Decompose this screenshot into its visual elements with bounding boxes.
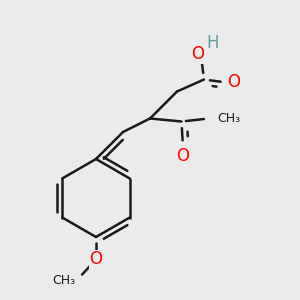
Text: CH₃: CH₃ bbox=[218, 112, 241, 125]
Text: O: O bbox=[176, 147, 190, 165]
Text: O: O bbox=[227, 74, 241, 92]
Text: H: H bbox=[206, 34, 219, 52]
Text: CH₃: CH₃ bbox=[52, 274, 75, 287]
Text: O: O bbox=[191, 45, 205, 63]
Text: O: O bbox=[89, 250, 103, 268]
